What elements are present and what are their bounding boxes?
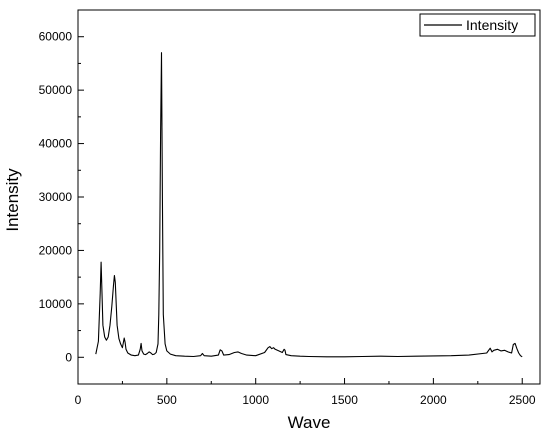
y-axis-ticks	[78, 36, 84, 358]
y-tick-label: 20000	[39, 243, 73, 257]
x-tick-label: 2500	[509, 393, 536, 407]
y-tick-label: 30000	[39, 190, 73, 204]
y-tick-label: 10000	[39, 297, 73, 311]
y-axis-label: Intensity	[3, 168, 22, 232]
y-tick-label: 40000	[39, 137, 73, 151]
x-axis-ticks	[77, 378, 523, 384]
plot-area	[77, 9, 541, 385]
y-tick-label: 50000	[39, 83, 73, 97]
x-tick-label: 2000	[420, 393, 447, 407]
x-tick-label: 1000	[242, 393, 269, 407]
x-axis-label: Wave	[288, 413, 331, 432]
legend: Intensity	[419, 13, 536, 37]
x-tick-label: 1500	[331, 393, 358, 407]
y-tick-label: 60000	[39, 30, 73, 44]
legend-label-intensity: Intensity	[466, 17, 518, 33]
series-line-intensity	[95, 52, 523, 358]
legend-box	[419, 13, 536, 37]
y-axis-tick-labels: 0 10000 20000 30000 40000 50000 60000	[39, 30, 73, 365]
x-tick-label: 500	[157, 393, 177, 407]
y-tick-label: 0	[65, 350, 72, 364]
x-tick-label: 0	[75, 393, 82, 407]
x-axis-tick-labels: 0 500 1000 1500 2000 2500	[75, 393, 536, 407]
